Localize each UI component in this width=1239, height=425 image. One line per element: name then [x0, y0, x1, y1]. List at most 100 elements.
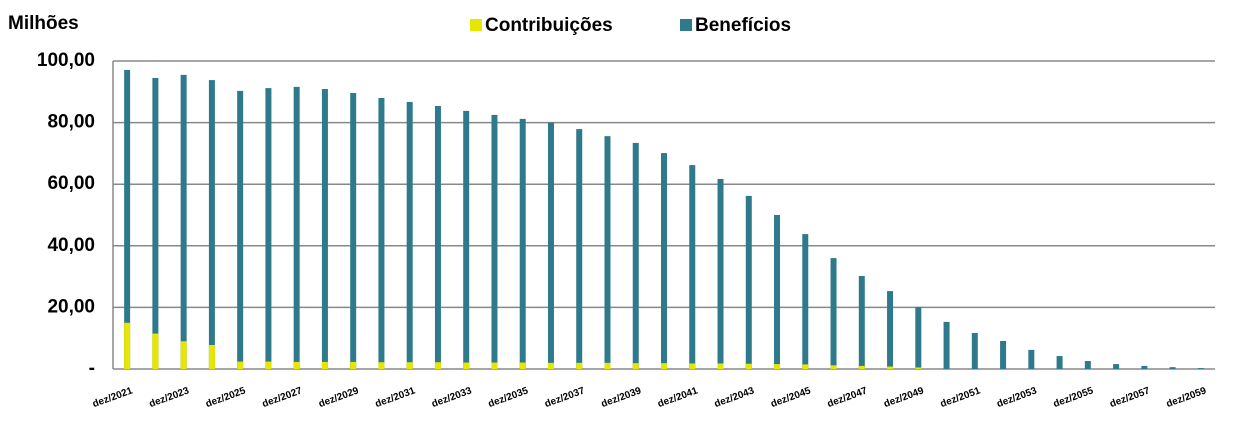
x-tick-label: dez/2029 — [317, 385, 360, 410]
y-tick-label: 40,00 — [47, 235, 95, 256]
bar — [378, 97, 385, 370]
bar — [604, 362, 611, 369]
legend-label: Contribuições — [485, 15, 613, 36]
y-tick-label: 80,00 — [47, 112, 95, 133]
bar — [350, 93, 357, 370]
bar — [265, 88, 272, 369]
bar — [604, 136, 611, 369]
bar — [858, 275, 865, 369]
x-tick-label: dez/2021 — [91, 385, 134, 410]
x-tick-label: dez/2027 — [261, 385, 304, 410]
bar — [1197, 368, 1204, 369]
x-tick-label: dez/2049 — [882, 385, 925, 410]
bar — [915, 307, 922, 369]
bar — [830, 365, 837, 369]
bar — [1000, 340, 1007, 369]
bar — [632, 142, 639, 369]
bar — [774, 215, 781, 369]
x-tick-label: dez/2033 — [430, 385, 473, 410]
x-tick-label: dez/2025 — [204, 385, 247, 410]
bar — [463, 362, 470, 369]
bar — [406, 362, 413, 369]
bar — [519, 118, 526, 370]
bar — [321, 89, 328, 369]
y-tick-label: 60,00 — [47, 173, 95, 194]
bar — [661, 153, 667, 369]
bar — [1141, 365, 1148, 369]
y-tick-label: - — [89, 358, 95, 379]
bar — [152, 77, 159, 369]
bar — [1084, 360, 1091, 369]
y-tick-label: 100,00 — [37, 50, 95, 71]
bar — [802, 234, 809, 369]
bar — [745, 363, 752, 369]
x-tick-label: dez/2053 — [995, 385, 1038, 410]
bar — [971, 332, 978, 369]
bar — [802, 364, 809, 369]
bar — [632, 363, 639, 369]
x-tick-label: dez/2039 — [600, 385, 643, 410]
bar — [152, 333, 159, 369]
x-tick-label: dez/2037 — [543, 385, 586, 410]
bar — [434, 362, 441, 369]
bar — [1113, 364, 1120, 369]
bar — [661, 363, 667, 369]
bar — [547, 122, 554, 369]
x-tick-label: dez/2031 — [374, 385, 417, 410]
bar — [491, 362, 498, 369]
x-tick-label: dez/2057 — [1108, 385, 1151, 410]
bar — [293, 86, 300, 369]
bar — [463, 110, 470, 370]
bar — [887, 291, 894, 369]
y-tick-label: 20,00 — [47, 296, 95, 317]
legend-swatch — [470, 19, 482, 31]
bar — [576, 362, 583, 369]
bar — [321, 361, 328, 369]
bar — [293, 361, 300, 369]
bar — [887, 366, 894, 369]
bar — [208, 80, 215, 369]
bar — [1056, 356, 1063, 369]
bar — [350, 361, 357, 369]
bar — [689, 363, 696, 369]
bar — [124, 69, 131, 369]
bar — [717, 363, 724, 369]
y-axis-label: Milhões — [8, 13, 79, 34]
x-tick-label: dez/2059 — [1165, 385, 1208, 410]
bar — [689, 165, 696, 369]
bar — [1169, 367, 1176, 369]
bar — [265, 361, 272, 369]
bar — [915, 367, 922, 369]
bar — [208, 344, 215, 369]
legend-label: Benefícios — [695, 15, 791, 36]
bar — [434, 105, 441, 369]
legend-swatch — [680, 19, 692, 31]
bar — [774, 364, 781, 369]
x-tick-label: dez/2043 — [713, 385, 756, 410]
bar — [943, 321, 950, 369]
bar — [491, 114, 498, 370]
bar — [237, 361, 244, 369]
bar — [406, 101, 413, 370]
x-tick-label: dez/2045 — [769, 385, 812, 410]
x-tick-label: dez/2041 — [656, 385, 699, 410]
bar — [745, 195, 752, 369]
x-tick-label: dez/2047 — [826, 385, 869, 410]
bar — [378, 362, 385, 369]
x-tick-label: dez/2051 — [939, 385, 982, 410]
x-tick-label: dez/2035 — [487, 385, 530, 410]
x-tick-label: dez/2023 — [148, 385, 191, 410]
bar — [830, 258, 837, 369]
bar — [717, 178, 724, 369]
bar — [519, 362, 526, 369]
bar — [180, 341, 187, 369]
bar — [180, 74, 187, 370]
bar — [1028, 349, 1035, 369]
bar — [124, 322, 131, 369]
bar — [576, 129, 583, 369]
bar — [858, 365, 865, 369]
bar — [237, 90, 244, 369]
x-tick-label: dez/2055 — [1052, 385, 1095, 410]
bar — [547, 362, 554, 369]
